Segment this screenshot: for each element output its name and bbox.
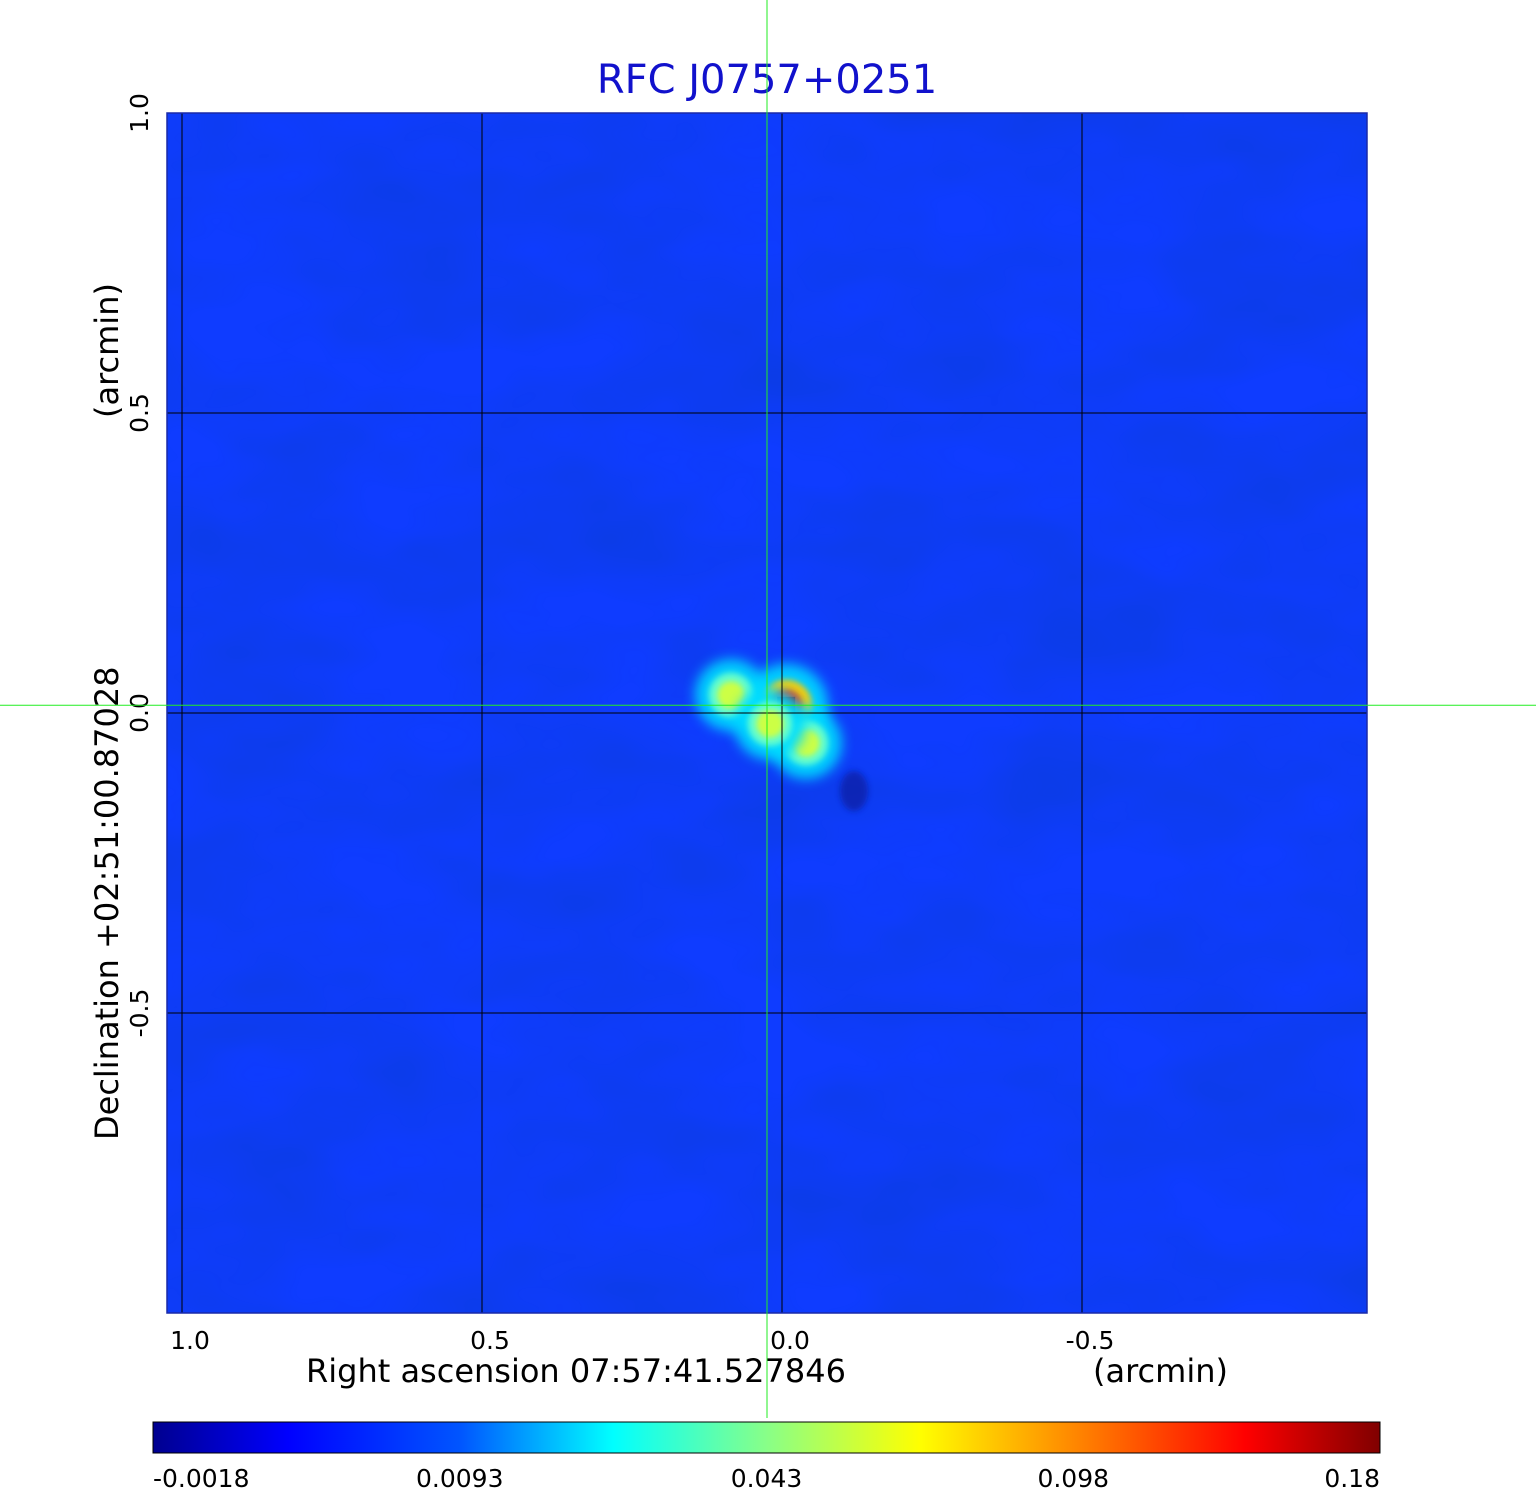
x-axis-label: Right ascension 07:57:41.527846: [306, 1352, 846, 1390]
y-axis-label: Declination +02:51:00.87028: [88, 666, 126, 1140]
negative-feature: [840, 771, 868, 811]
x-tick-label: 0.0: [770, 1326, 810, 1355]
colorbar-tick-label: 0.043: [731, 1464, 803, 1493]
x-tick-labels: 1.0 0.5 0.0 -0.5: [170, 1326, 1114, 1355]
y-tick-label: -0.5: [125, 989, 154, 1038]
x-axis-unit: (arcmin): [1093, 1352, 1228, 1390]
y-axis-unit: (arcmin): [88, 283, 126, 418]
colorbar-tick-label: 0.098: [1037, 1464, 1109, 1493]
crosshair: [0, 0, 1536, 1418]
colorbar-tick-label: 0.18: [1324, 1464, 1380, 1493]
x-tick-label: -0.5: [1066, 1326, 1115, 1355]
colorbar-tick-label: 0.0093: [416, 1464, 503, 1493]
source-features: [695, 659, 868, 811]
colorbar-tick-labels: -0.0018 0.0093 0.043 0.098 0.18: [153, 1464, 1380, 1493]
colorbar-tick-label: -0.0018: [153, 1464, 250, 1493]
y-tick-label: 0.0: [125, 693, 154, 733]
y-tick-label: 1.0: [125, 93, 154, 133]
source-component-3: [734, 687, 806, 760]
y-tick-labels: 1.0 0.5 0.0 -0.5: [125, 93, 154, 1037]
x-tick-label: 1.0: [170, 1326, 210, 1355]
y-tick-label: 0.5: [125, 393, 154, 433]
x-tick-label: 0.5: [470, 1326, 510, 1355]
colorbar: [152, 1421, 1381, 1454]
